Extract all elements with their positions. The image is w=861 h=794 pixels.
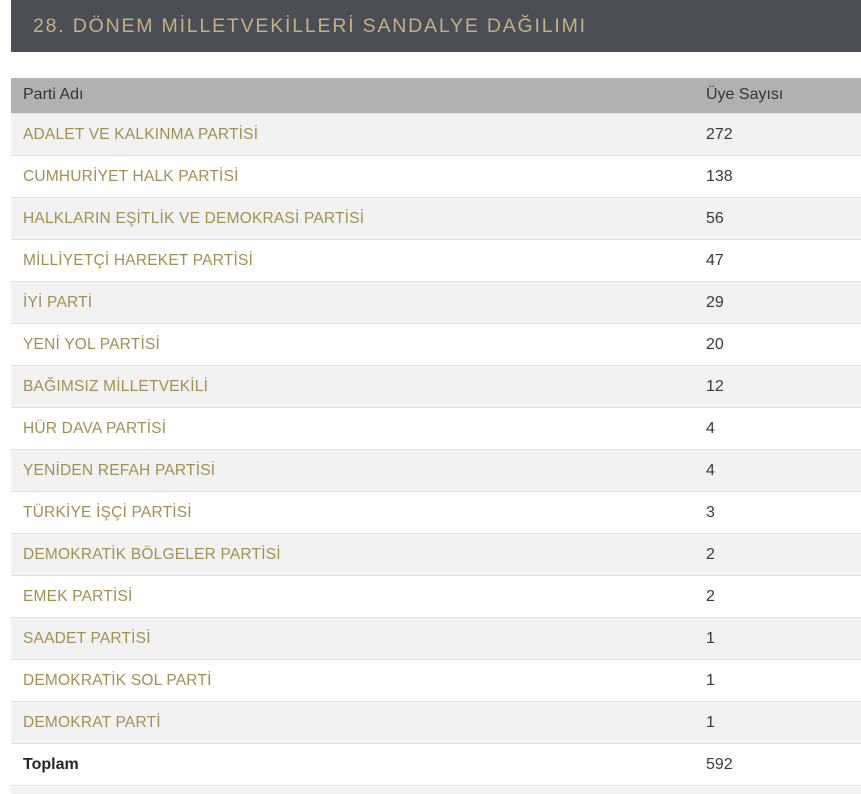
party-name-cell: DEMOKRAT PARTİ [11, 700, 694, 743]
table-row: İYİ PARTİ 29 [11, 280, 861, 323]
table-row: EMEK PARTİSİ 2 [11, 574, 861, 617]
next-section-edge [11, 786, 861, 794]
table-row: DEMOKRATİK SOL PARTİ 1 [11, 658, 861, 701]
seat-count-cell: 1 [694, 700, 861, 743]
party-name-cell: DEMOKRATİK BÖLGELER PARTİSİ [11, 532, 694, 575]
table-row: TÜRKİYE İŞÇİ PARTİSİ 3 [11, 490, 861, 533]
table-body: ADALET VE KALKINMA PARTİSİ 272 CUMHURİYE… [11, 112, 861, 743]
party-name-cell: EMEK PARTİSİ [11, 574, 694, 617]
seat-count-cell: 12 [694, 364, 861, 407]
party-name-cell: YENİDEN REFAH PARTİSİ [11, 448, 694, 491]
party-name-cell: HÜR DAVA PARTİSİ [11, 406, 694, 449]
section-title-bar: 28. DÖNEM MİLLETVEKİLLERİ SANDALYE DAĞIL… [11, 0, 861, 52]
table-row: DEMOKRATİK BÖLGELER PARTİSİ 2 [11, 532, 861, 575]
table-row: BAĞIMSIZ MİLLETVEKİLİ 12 [11, 364, 861, 407]
seat-count-cell: 20 [694, 322, 861, 365]
column-header-party: Parti Adı [11, 78, 694, 113]
seat-count-cell: 4 [694, 448, 861, 491]
party-name-cell: YENİ YOL PARTİSİ [11, 322, 694, 365]
seat-count-cell: 2 [694, 532, 861, 575]
seat-count-cell: 56 [694, 196, 861, 239]
table-row: HÜR DAVA PARTİSİ 4 [11, 406, 861, 449]
table-row: ADALET VE KALKINMA PARTİSİ 272 [11, 112, 861, 155]
table-header-row: Parti Adı Üye Sayısı [11, 78, 861, 113]
table-row: CUMHURİYET HALK PARTİSİ 138 [11, 154, 861, 197]
seat-count-cell: 4 [694, 406, 861, 449]
party-name-cell: İYİ PARTİ [11, 280, 694, 323]
table-row: YENİDEN REFAH PARTİSİ 4 [11, 448, 861, 491]
table-row: YENİ YOL PARTİSİ 20 [11, 322, 861, 365]
table-row: SAADET PARTİSİ 1 [11, 616, 861, 659]
total-value: 592 [694, 742, 861, 786]
party-name-cell: SAADET PARTİSİ [11, 616, 694, 659]
seat-count-cell: 29 [694, 280, 861, 323]
seat-count-cell: 272 [694, 112, 861, 155]
party-name-cell: HALKLARIN EŞİTLİK VE DEMOKRASİ PARTİSİ [11, 196, 694, 239]
seat-count-cell: 1 [694, 616, 861, 659]
page-title: 28. DÖNEM MİLLETVEKİLLERİ SANDALYE DAĞIL… [33, 14, 587, 37]
seat-distribution-table: Parti Adı Üye Sayısı ADALET VE KALKINMA … [11, 78, 861, 786]
seat-count-cell: 3 [694, 490, 861, 533]
table-row: MİLLİYETÇİ HAREKET PARTİSİ 47 [11, 238, 861, 281]
party-name-cell: MİLLİYETÇİ HAREKET PARTİSİ [11, 238, 694, 281]
party-name-cell: CUMHURİYET HALK PARTİSİ [11, 154, 694, 197]
seat-count-cell: 1 [694, 658, 861, 701]
party-name-cell: TÜRKİYE İŞÇİ PARTİSİ [11, 490, 694, 533]
seat-count-cell: 47 [694, 238, 861, 281]
seat-count-cell: 2 [694, 574, 861, 617]
seat-count-cell: 138 [694, 154, 861, 197]
party-name-cell: ADALET VE KALKINMA PARTİSİ [11, 112, 694, 155]
party-name-cell: BAĞIMSIZ MİLLETVEKİLİ [11, 364, 694, 407]
table-row: DEMOKRAT PARTİ 1 [11, 700, 861, 743]
total-row: Toplam 592 [11, 742, 861, 786]
column-header-seats: Üye Sayısı [694, 78, 861, 113]
spacer [11, 52, 861, 78]
total-label: Toplam [11, 742, 694, 786]
party-name-cell: DEMOKRATİK SOL PARTİ [11, 658, 694, 701]
table-row: HALKLARIN EŞİTLİK VE DEMOKRASİ PARTİSİ 5… [11, 196, 861, 239]
